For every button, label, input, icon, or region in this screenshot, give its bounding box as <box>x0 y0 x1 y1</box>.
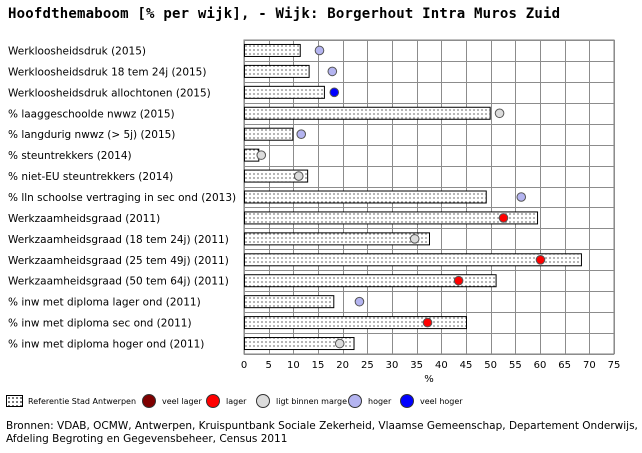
legend-item-lager: lager <box>206 392 246 410</box>
chart-title: Hoofdthemaboom [% per wijk], - Wijk: Bor… <box>8 6 561 22</box>
wijk-marker <box>422 317 433 328</box>
legend-reference-swatch <box>6 395 23 407</box>
reference-bar <box>244 64 310 78</box>
reference-bar <box>244 169 309 183</box>
category-label: % inw met diploma sec ond (2011) <box>8 318 192 330</box>
reference-bar <box>244 316 467 330</box>
x-tick-label: 25 <box>361 360 374 371</box>
legend-item-ligt-binnen-marge: ligt binnen marge <box>256 392 347 410</box>
wijk-marker <box>327 66 338 77</box>
legend-item-hoger: hoger <box>348 392 391 410</box>
category-label: % langdurig nwwz (> 5j) (2015) <box>8 129 175 141</box>
wijk-marker <box>516 192 527 202</box>
reference-bar <box>244 127 294 141</box>
marker-series <box>256 45 546 349</box>
x-tick-label: 10 <box>287 360 300 371</box>
legend-reference-label: Referentie Stad Antwerpen <box>28 396 137 406</box>
x-tick-label: 35 <box>410 360 423 371</box>
legend-swatch-hoger <box>348 394 362 408</box>
chart-area: Werkloosheidsdruk (2015) Werkloosheidsdru… <box>8 39 621 385</box>
x-axis-label: % <box>424 374 434 385</box>
legend-label-ligt-binnen-marge: ligt binnen marge <box>276 396 348 406</box>
category-label: Werkzaamheidsgraad (25 tem 49j) (2011) <box>8 255 229 267</box>
x-tick-label: 45 <box>460 360 473 371</box>
reference-bar <box>244 43 301 57</box>
category-labels: Werkloosheidsdruk (2015) Werkloosheidsdru… <box>8 45 236 350</box>
x-tick-label: 50 <box>484 360 497 371</box>
wijk-marker <box>329 87 340 98</box>
category-label: Werkzaamheidsgraad (2011) <box>8 213 160 225</box>
legend-swatch-veel-lager <box>142 394 156 408</box>
category-label: Werkloosheidsdruk 18 tem 24j (2015) <box>8 66 206 78</box>
x-tick-label: 65 <box>558 360 571 371</box>
legend-item-veel-lager: veel lager <box>142 392 202 410</box>
legend-label-hoger: hoger <box>368 396 392 406</box>
legend-label-veel-hoger: veel hoger <box>420 396 463 406</box>
x-tick-label: 5 <box>265 360 271 371</box>
x-tick-label: 55 <box>509 360 522 371</box>
category-label: % inw met diploma hoger ond (2011) <box>8 339 204 351</box>
x-tick-label: 75 <box>608 360 621 371</box>
category-label: % steuntrekkers (2014) <box>8 150 132 162</box>
reference-bar <box>244 232 430 246</box>
source-note: Bronnen: VDAB, OCMW, Antwerpen, Kruispun… <box>6 420 638 445</box>
category-label: % laaggeschoolde nwwz (2015) <box>8 108 175 120</box>
x-tick-label: 30 <box>386 360 399 371</box>
x-tick-label: 20 <box>336 360 349 371</box>
wijk-marker <box>256 150 267 160</box>
x-tick-labels: 0 5 10 15 20 25 30 35 40 45 50 55 60 65 70 75 <box>241 360 621 371</box>
category-label: Werkloosheidsdruk (2015) <box>8 45 146 57</box>
reference-bar <box>244 295 335 309</box>
reference-bar <box>244 190 487 204</box>
legend-swatch-veel-hoger <box>400 394 414 408</box>
category-label: % lln schoolse vertraging in sec ond (20… <box>8 192 236 204</box>
reference-bar <box>244 211 539 225</box>
reference-bar <box>244 106 491 120</box>
legend-swatch-lager <box>206 394 220 408</box>
category-label: % inw met diploma lager ond (2011) <box>8 297 201 309</box>
legend-item-reference: Referentie Stad Antwerpen <box>6 392 136 410</box>
bar-series <box>244 43 582 351</box>
legend-item-veel-hoger: veel hoger <box>400 392 463 410</box>
legend-label-lager: lager <box>226 396 247 406</box>
wijk-marker <box>409 234 420 244</box>
reference-bar <box>244 337 355 351</box>
reference-bar <box>244 274 497 288</box>
wijk-marker <box>296 129 307 139</box>
wijk-marker <box>334 338 345 349</box>
reference-bar <box>244 253 582 267</box>
x-tick-label: 40 <box>435 360 448 371</box>
x-tick-label: 0 <box>241 360 247 371</box>
x-tick-label: 70 <box>583 360 596 371</box>
wijk-marker <box>293 171 304 181</box>
wijk-marker <box>535 254 546 265</box>
wijk-marker <box>498 213 509 223</box>
reference-bar <box>244 85 325 99</box>
legend-label-veel-lager: veel lager <box>162 396 202 406</box>
legend: Referentie Stad Antwerpen veel lager lag… <box>0 392 642 414</box>
category-label: % niet-EU steuntrekkers (2014) <box>8 171 173 183</box>
category-label: Werkzaamheidsgraad (50 tem 64j) (2011) <box>8 276 229 288</box>
x-tick-label: 60 <box>534 360 547 371</box>
wijk-marker <box>354 296 365 307</box>
category-label: Werkzaamheidsgraad (18 tem 24j) (2011) <box>8 234 229 246</box>
x-tick-label: 15 <box>312 360 325 371</box>
wijk-marker <box>453 275 464 286</box>
category-label: Werkloosheidsdruk allochtonen (2015) <box>8 87 211 99</box>
wijk-marker <box>494 108 505 119</box>
wijk-marker <box>314 45 325 56</box>
legend-swatch-ligt-binnen-marge <box>256 394 270 408</box>
